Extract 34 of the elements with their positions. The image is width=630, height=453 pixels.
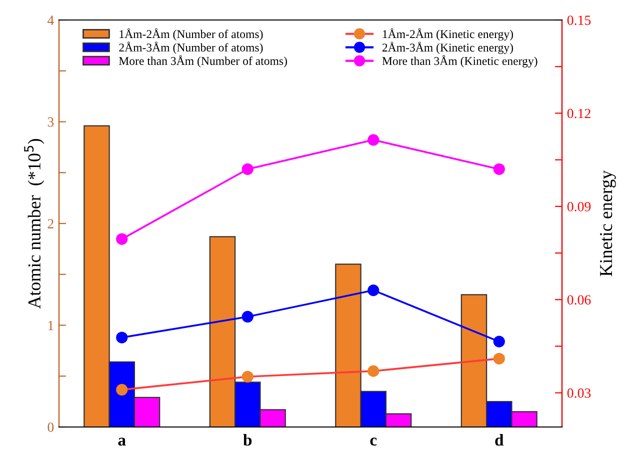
y2-tick-label: 0.09 [567,202,591,212]
y-axis-title: Atomic number (*10$^{5}$) [24,139,44,309]
point [116,233,128,245]
legend-label: 2Åm-3Åm (Number of atoms) [119,42,263,54]
point [116,332,128,344]
y-tick-label: 1 [48,320,54,330]
x-tick-label: a [118,438,126,446]
point [368,134,380,146]
y-tick-label: 0 [48,422,54,432]
point [368,365,380,377]
x-tick-label: c [370,438,377,446]
y2-axis-title: Kinetic energy [600,170,616,276]
point [242,163,254,175]
x-tick-label: d [495,434,504,446]
y-tick-label: 2 [48,219,54,228]
point [493,352,505,364]
y2-tick-label: 0.15 [567,16,591,26]
x-tick-label: b [243,434,252,446]
point [116,384,128,396]
y2-tick-label: 0.06 [567,295,591,305]
legend-label: More than 3Åm (Number of atoms) [118,55,287,68]
point [242,310,254,323]
y2-tick-label: 0.12 [567,108,590,118]
point [493,163,505,175]
legend-label: More than 3Åm (Kinetic energy) [382,55,538,68]
point [242,370,254,382]
y-tick-label: 3 [48,117,54,127]
point [493,336,505,348]
y2-tick-label: 0.03 [567,388,591,398]
y-tick-label: 4 [47,16,54,25]
legend-label: 1Åm-2Åm (Number of atoms) [120,28,263,41]
legend-label: 2Åm-3Åm (Kinetic energy) [382,42,513,54]
point [368,284,380,296]
legend-label: 1Åm-2Åm (Kinetic energy) [382,28,513,41]
